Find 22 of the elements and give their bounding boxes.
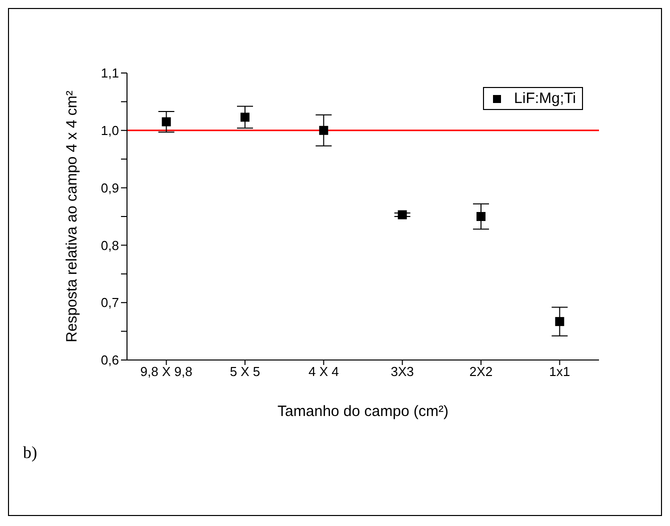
legend-label: LiF:Mg;Ti <box>514 90 576 107</box>
x-tick-label: 3X3 <box>390 364 414 380</box>
x-axis-title: Tamanho do campo (cm²) <box>278 403 448 420</box>
point <box>555 317 564 326</box>
point <box>398 210 407 220</box>
point <box>162 117 171 126</box>
point <box>240 112 250 122</box>
y-tick-label: 0,7 <box>100 295 119 310</box>
y-tick-label: 1,0 <box>100 123 119 138</box>
text: b) <box>23 443 38 463</box>
y-tick-label: 0,9 <box>100 180 119 196</box>
x-tick-label: 1x1 <box>549 364 570 380</box>
y-tick-label: 1,1 <box>100 66 119 81</box>
x-tick-label: 5 X 5 <box>230 364 260 380</box>
x-tick-label: 2X2 <box>469 364 493 380</box>
y-axis-title: Resposta relativa ao campo 4 x 4 cm² <box>63 90 80 342</box>
point <box>476 212 486 221</box>
x-tick-label: 4 X 4 <box>308 364 339 380</box>
x-tick-label: 9,8 X 9,8 <box>140 364 192 380</box>
point <box>319 126 328 135</box>
y-tick-label: 0,6 <box>100 352 119 368</box>
y-tick-label: 0,8 <box>100 238 119 253</box>
